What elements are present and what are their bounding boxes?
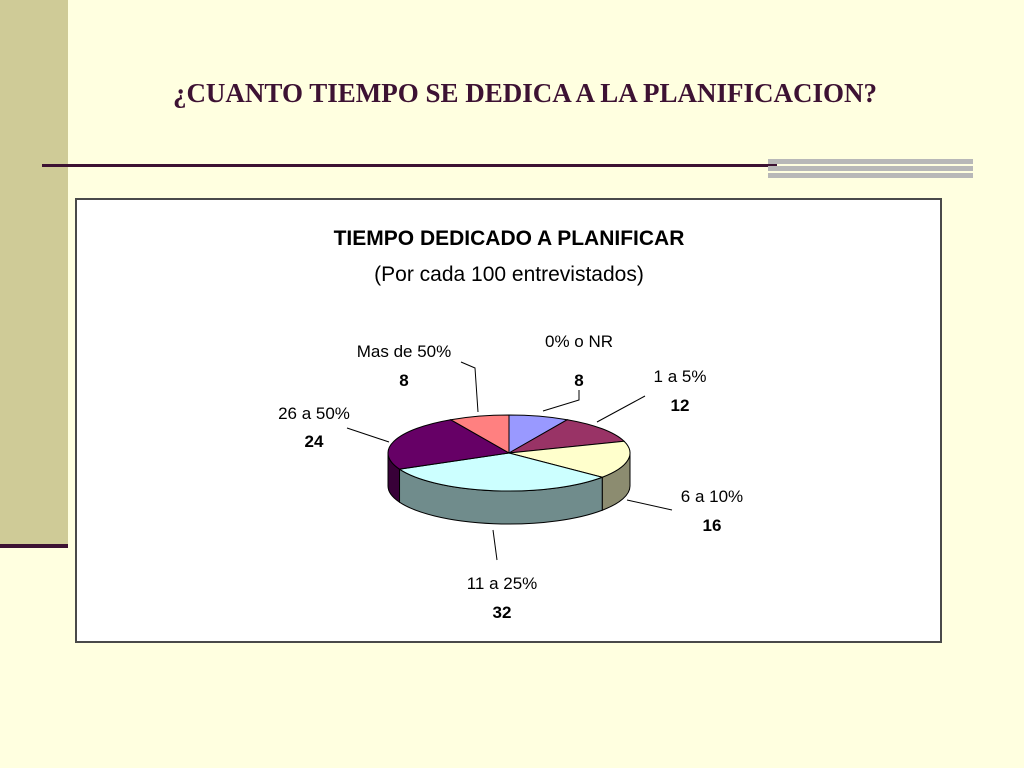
slice-label: 11 a 25% <box>467 574 538 593</box>
slice-value: 24 <box>305 432 324 451</box>
chart-frame: TIEMPO DEDICADO A PLANIFICAR (Por cada 1… <box>75 198 942 643</box>
slice-label: 0% o NR <box>545 332 613 351</box>
slice-value: 32 <box>493 603 512 622</box>
leader-line <box>542 390 580 412</box>
chart-subtitle: (Por cada 100 entrevistados) <box>374 263 644 286</box>
pie-slice <box>398 452 604 492</box>
leader-line <box>626 499 673 511</box>
slide-title: ¿CUANTO TIEMPO SE DEDICA A LA PLANIFICAC… <box>172 78 878 108</box>
slice-label: 26 a 50% <box>278 404 350 423</box>
leader-line <box>492 529 498 561</box>
slice-value: 16 <box>703 516 722 535</box>
pie-chart: TIEMPO DEDICADO A PLANIFICAR (Por cada 1… <box>278 227 743 622</box>
pie-slice <box>508 419 626 454</box>
slice-value: 8 <box>399 371 408 390</box>
pie-slice <box>508 440 631 478</box>
slice-label: 1 a 5% <box>654 367 707 386</box>
pie-slice <box>449 414 510 454</box>
side-band <box>0 0 68 545</box>
slice-label: 6 a 10% <box>681 487 743 506</box>
slice-label: Mas de 50% <box>357 342 452 361</box>
side-band-rule <box>0 544 68 548</box>
chart-title: TIEMPO DEDICADO A PLANIFICAR <box>334 227 685 250</box>
leader-line <box>596 395 646 423</box>
decorative-bar <box>768 173 973 178</box>
decorative-bar <box>768 166 973 171</box>
title-rule <box>42 164 777 167</box>
leader-line <box>346 427 390 443</box>
decorative-bar <box>768 159 973 164</box>
slice-value: 8 <box>574 371 583 390</box>
slice-value: 12 <box>671 396 690 415</box>
pie-slice <box>387 419 511 470</box>
leader-line <box>460 361 479 413</box>
